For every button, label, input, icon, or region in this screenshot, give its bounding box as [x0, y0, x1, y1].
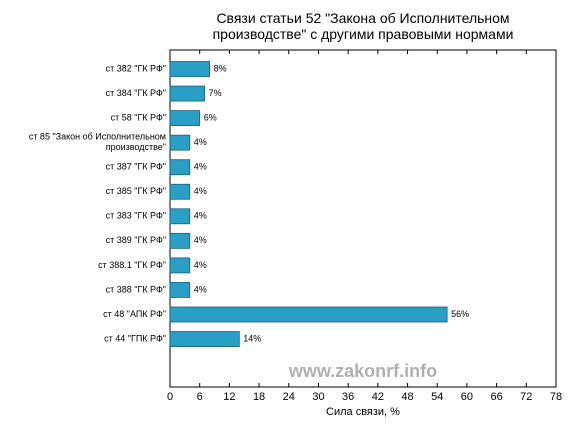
y-tick-label: ст 388 "ГК РФ" [106, 284, 166, 294]
x-tick-label: 36 [342, 391, 354, 403]
y-tick-label: ст 387 "ГК РФ" [106, 162, 166, 172]
x-tick-label: 18 [253, 391, 265, 403]
bar [169, 61, 210, 77]
y-tick-label: ст 388.1 "ГК РФ" [98, 260, 166, 270]
watermark: www.zakonrf.info [288, 361, 437, 381]
y-tick-label: ст 58 "ГК РФ" [111, 112, 166, 122]
x-tick-label: 78 [550, 391, 562, 403]
x-tick-label: 12 [223, 391, 235, 403]
plot-frame [169, 49, 557, 388]
x-tick-label: 66 [490, 391, 502, 403]
chart-title: Связи статьи 52 "Закона об Исполнительно… [213, 10, 514, 42]
value-label: 56% [451, 309, 469, 319]
bar [169, 85, 206, 102]
y-tick-label: ст 384 "ГК РФ" [106, 88, 166, 98]
x-axis-label: Сила связи, % [326, 406, 400, 418]
bar [169, 232, 191, 249]
bar [169, 331, 240, 347]
value-label: 8% [214, 63, 227, 73]
bar [169, 110, 201, 126]
x-tick-label: 30 [312, 391, 324, 403]
y-tick-label: ст 48 "АПК РФ" [103, 309, 166, 319]
value-label: 4% [194, 186, 207, 196]
value-label: 4% [194, 137, 207, 147]
value-label: 6% [204, 112, 217, 122]
bar [169, 306, 448, 323]
value-label: 7% [209, 88, 222, 98]
y-tick-label: ст 85 "Закон об Исполнительном производст… [29, 132, 166, 152]
x-tick-label: 54 [431, 391, 443, 403]
value-label: 4% [194, 211, 207, 221]
bar [169, 134, 191, 151]
x-tick-label: 48 [401, 391, 413, 403]
value-label: 4% [194, 260, 207, 270]
bar [169, 208, 191, 225]
y-tick-label: ст 383 "ГК РФ" [106, 211, 166, 221]
bar [169, 183, 191, 200]
value-label: 4% [194, 284, 207, 294]
x-tick-label: 42 [372, 391, 384, 403]
value-label: 4% [194, 162, 207, 172]
value-label: 14% [243, 333, 261, 343]
x-tick-label: 60 [461, 391, 473, 403]
x-tick-label: 6 [197, 391, 203, 403]
y-tick-label: ст 385 "ГК РФ" [106, 186, 166, 196]
x-tick-label: 24 [283, 391, 295, 403]
x-tick-label: 72 [520, 391, 532, 403]
bar [169, 159, 191, 176]
x-tick-label: 0 [167, 391, 173, 403]
value-label: 4% [194, 235, 207, 245]
bar [169, 282, 191, 298]
y-tick-label: ст 389 "ГК РФ" [106, 235, 166, 245]
y-tick-label: ст 44 "ГПК РФ" [104, 333, 166, 343]
bar [169, 257, 191, 274]
y-tick-label: ст 382 "ГК РФ" [106, 63, 166, 73]
